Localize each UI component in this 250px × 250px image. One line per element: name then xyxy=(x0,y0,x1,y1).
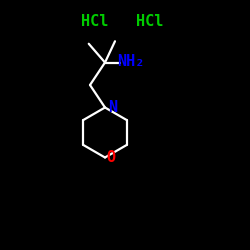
Text: HCl: HCl xyxy=(136,14,164,29)
Text: N: N xyxy=(108,100,117,115)
Text: HCl: HCl xyxy=(81,14,109,29)
Text: NH₂: NH₂ xyxy=(118,54,145,69)
Text: O: O xyxy=(107,150,116,165)
